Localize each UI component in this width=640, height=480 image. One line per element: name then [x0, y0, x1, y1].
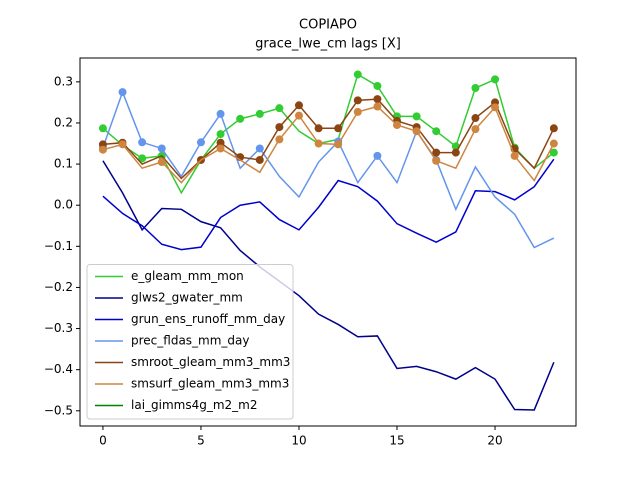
point-marker [216, 130, 225, 139]
point-marker [216, 144, 225, 153]
series-line [102, 160, 555, 411]
y-tick-label: −0.5 [44, 403, 73, 417]
point-marker [334, 124, 343, 133]
y-tick-label: −0.1 [44, 239, 73, 253]
y-tick-label: 0.2 [54, 115, 73, 129]
y-tick-label: 0.0 [54, 198, 73, 212]
legend-label: prec_fldas_mm_day [131, 334, 250, 348]
point-marker [432, 148, 441, 157]
series-line [102, 98, 555, 180]
point-marker [98, 124, 107, 133]
point-marker [353, 107, 362, 116]
point-marker [412, 127, 421, 136]
legend-label: e_gleam_mm_mon [131, 269, 244, 283]
point-marker [314, 139, 323, 148]
y-tick-label: −0.2 [44, 280, 73, 294]
point-marker [549, 124, 558, 133]
x-tick-label: 0 [99, 434, 107, 448]
point-marker [393, 121, 402, 130]
plot-frame [79, 57, 577, 427]
point-marker [275, 123, 284, 132]
y-tick-label: 0.1 [54, 157, 73, 171]
point-marker [471, 125, 480, 134]
point-marker [549, 139, 558, 148]
point-marker [510, 151, 519, 160]
point-marker [196, 138, 205, 147]
y-tick-label: −0.3 [44, 321, 73, 335]
point-marker [294, 111, 303, 120]
point-marker [353, 96, 362, 105]
point-marker [294, 101, 303, 110]
point-marker [471, 84, 480, 93]
series-line [102, 105, 555, 184]
point-marker [255, 155, 264, 164]
point-marker [216, 138, 225, 147]
y-tick-label: 0.3 [54, 74, 73, 88]
x-tick-label: 15 [389, 434, 404, 448]
point-marker [275, 104, 284, 113]
point-marker [255, 109, 264, 118]
point-marker [157, 158, 166, 167]
point-marker [373, 102, 382, 111]
legend-box [86, 264, 294, 420]
point-marker [138, 138, 147, 147]
point-marker [118, 140, 127, 149]
chart-subtitle: grace_lwe_cm lags [X] [255, 37, 401, 52]
point-marker [412, 112, 421, 121]
point-marker [451, 148, 460, 157]
legend-label: glws2_gwater_mm [131, 291, 243, 305]
point-marker [432, 127, 441, 136]
point-marker [255, 144, 264, 153]
x-tick-label: 20 [487, 434, 502, 448]
legend-label: smroot_gleam_mm3_mm3 [131, 355, 290, 369]
series-line [102, 89, 555, 249]
point-marker [373, 151, 382, 160]
point-marker [334, 140, 343, 149]
point-marker [236, 114, 245, 123]
point-marker [118, 88, 127, 97]
point-marker [491, 103, 500, 112]
point-marker [275, 135, 284, 144]
point-marker [373, 95, 382, 104]
y-tick-label: −0.4 [44, 362, 73, 376]
point-marker [373, 81, 382, 90]
point-marker [549, 148, 558, 157]
point-marker [471, 114, 480, 123]
x-tick-label: 5 [197, 434, 205, 448]
legend-label: grun_ens_runoff_mm_day [131, 312, 285, 326]
legend-label: lai_gimms4g_m2_m2 [131, 398, 258, 412]
point-marker [157, 144, 166, 153]
series-line [102, 73, 555, 195]
point-marker [98, 145, 107, 154]
series-line [102, 158, 555, 251]
x-tick-label: 10 [291, 434, 306, 448]
point-marker [491, 75, 500, 84]
point-marker [353, 70, 362, 79]
point-marker [138, 154, 147, 163]
point-marker [314, 124, 323, 133]
point-marker [216, 109, 225, 118]
point-marker [432, 156, 441, 165]
legend-label: smsurf_gleam_mm3_mm3 [131, 377, 289, 391]
chart-title: COPIAPO [299, 18, 357, 33]
